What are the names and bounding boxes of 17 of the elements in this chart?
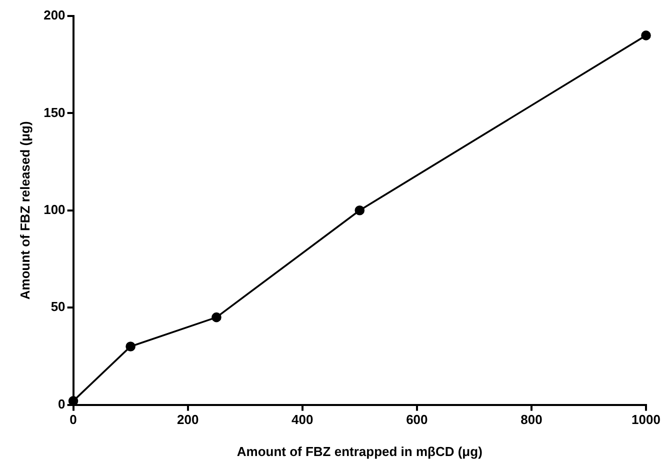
point — [126, 342, 136, 352]
x-tick-label: 200 — [176, 412, 199, 428]
point — [212, 312, 222, 322]
point — [641, 30, 651, 40]
x-tick-label: 600 — [406, 412, 428, 428]
y-tick-label: 150 — [44, 104, 66, 120]
x-axis-title: Amount of FBZ entrapped in mβCD (μg) — [236, 444, 482, 459]
x-tick-label: 800 — [520, 412, 542, 428]
x-tick-label: 1000 — [632, 412, 660, 428]
y-axis-title: Amount of FBZ released (μg) — [17, 121, 32, 300]
x-tick-label: 400 — [292, 412, 314, 428]
point — [354, 206, 365, 216]
x-tick-label: 0 — [70, 412, 77, 428]
y-tick-label: 50 — [50, 299, 66, 314]
y-tick-label: 200 — [44, 8, 66, 23]
y-tick-label: 0 — [58, 396, 66, 412]
y-tick-label: 100 — [44, 202, 66, 217]
